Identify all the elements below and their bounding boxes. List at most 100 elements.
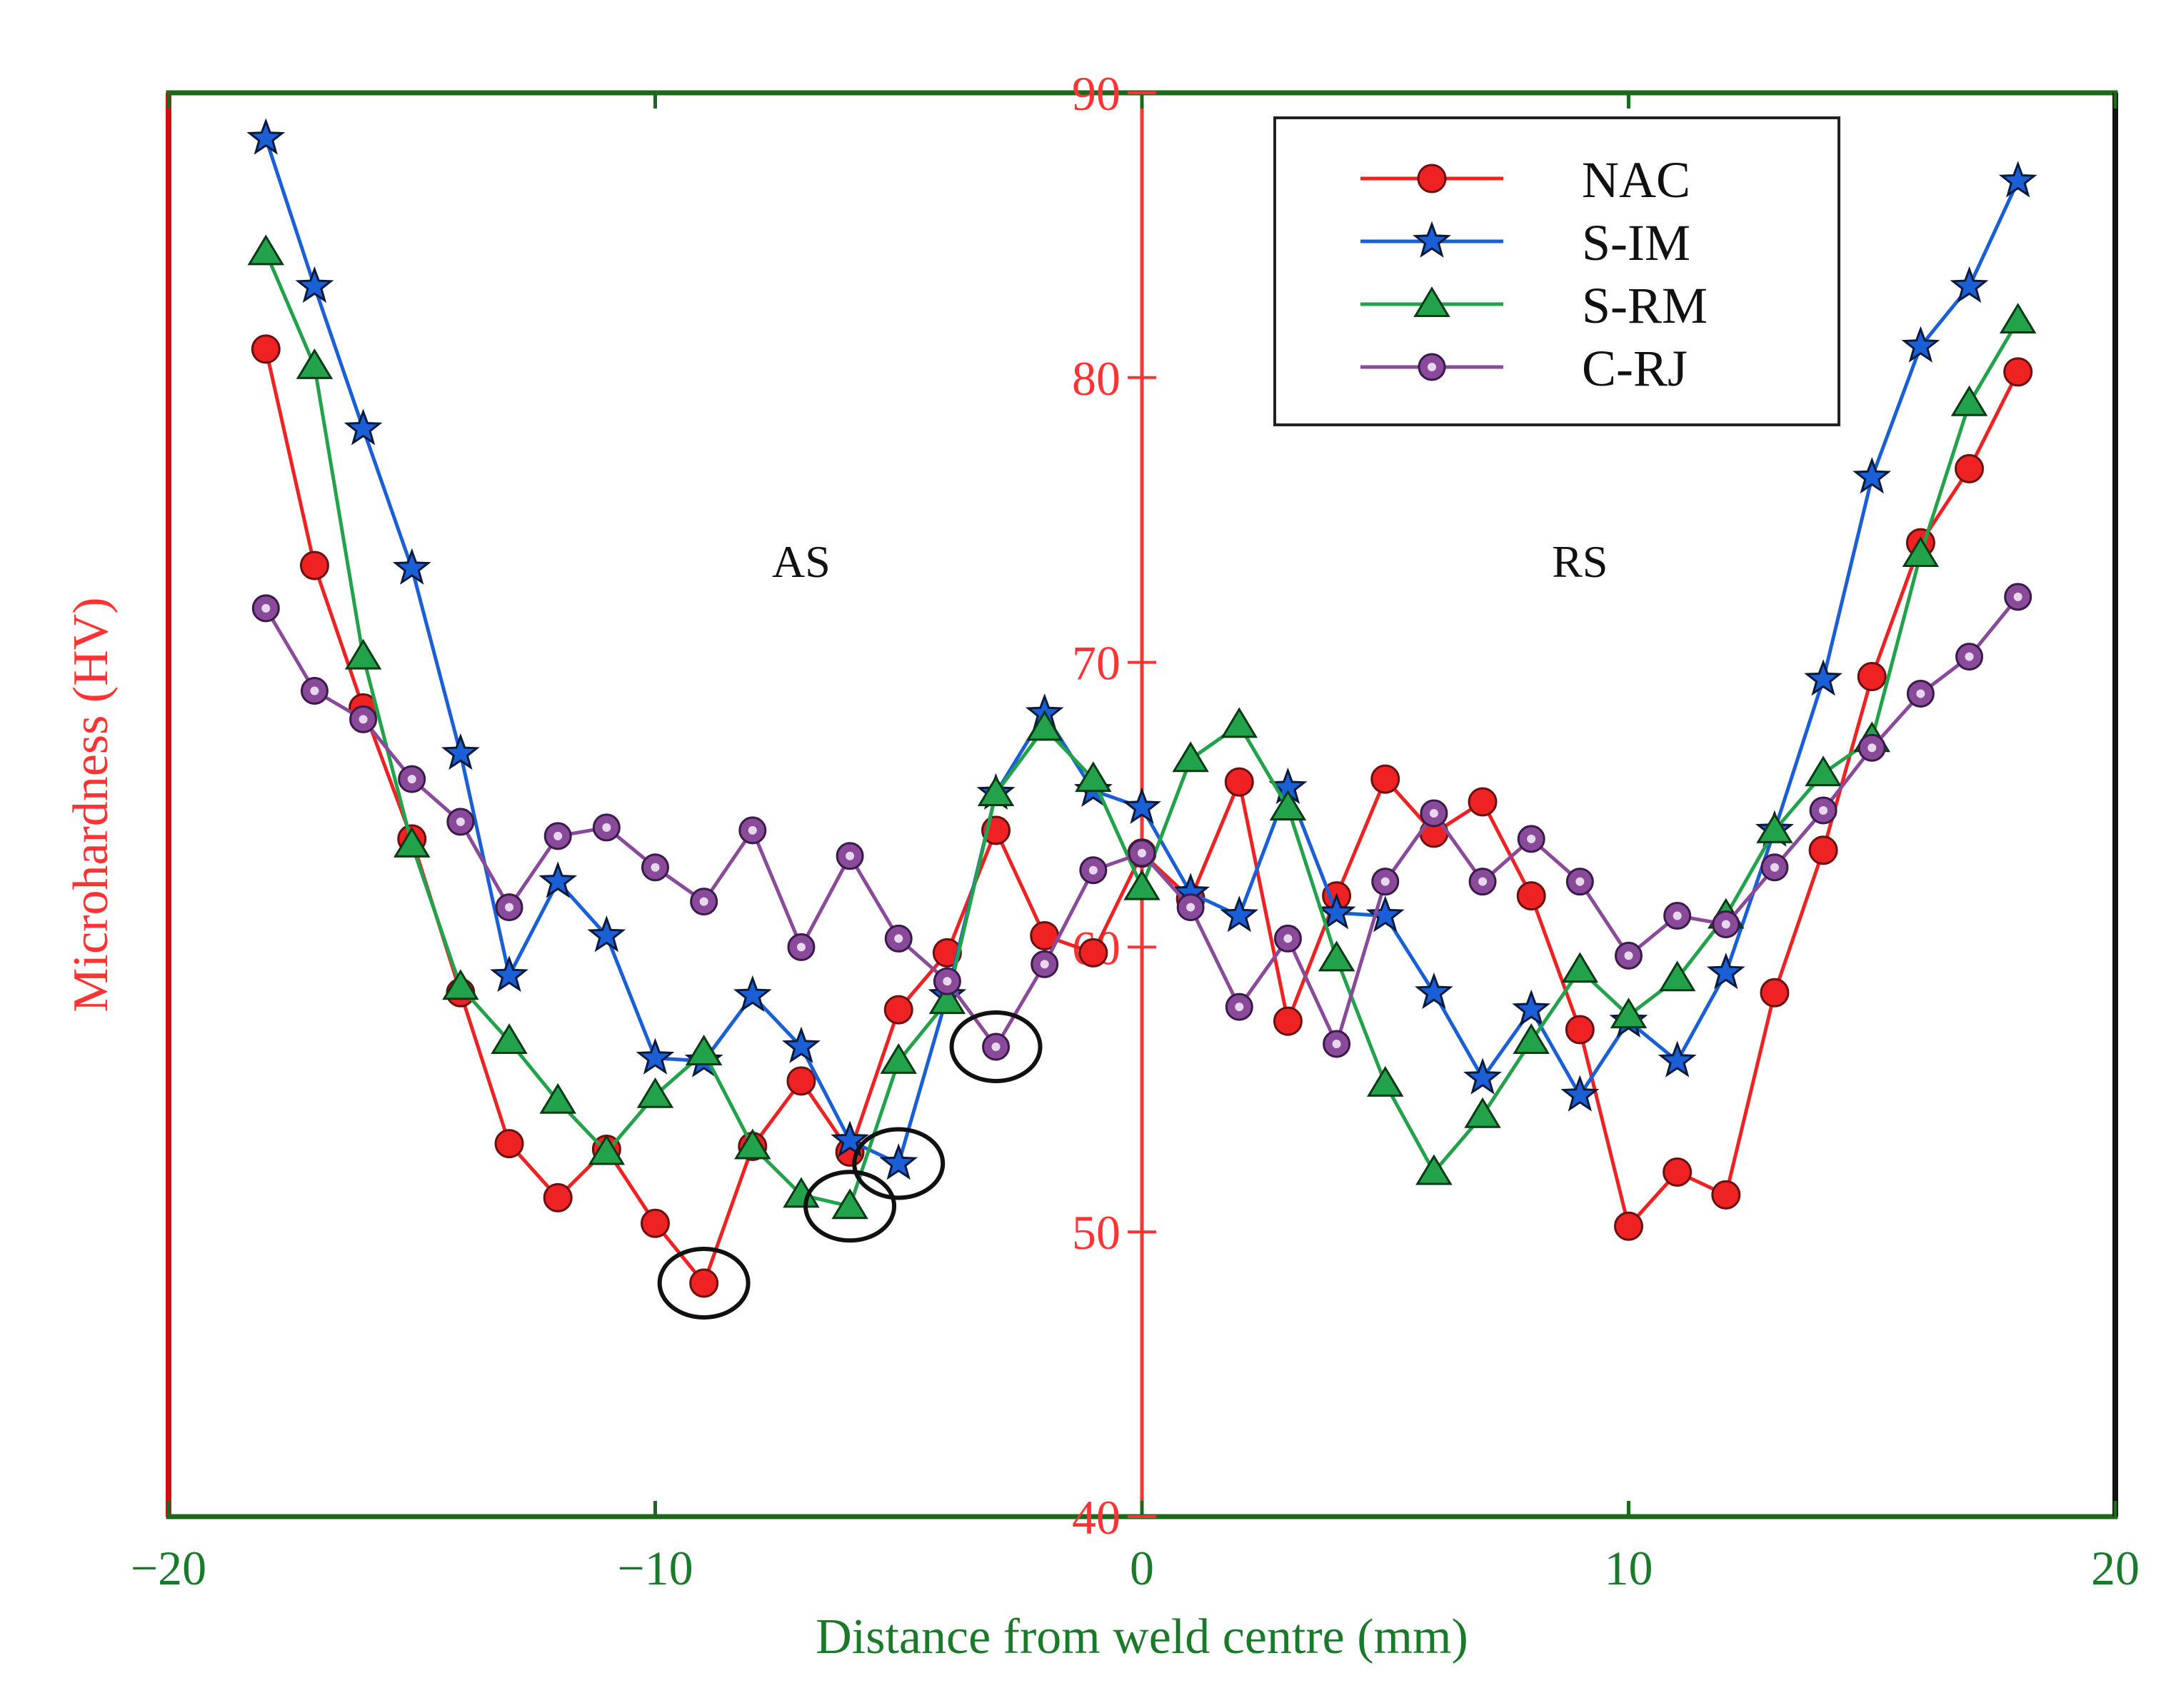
data-point-c-rj — [495, 893, 523, 922]
data-point-s-im — [1414, 972, 1453, 1010]
legend-item-c-rj: C-RJ — [1360, 340, 1688, 397]
region-labels: AS RS — [772, 536, 1608, 587]
data-point-nac — [299, 551, 329, 581]
highlight-circle — [852, 1127, 946, 1200]
y-tick-label: 90 — [1072, 66, 1120, 121]
data-point-c-rj — [1565, 868, 1594, 896]
data-point-s-im — [636, 1038, 675, 1075]
data-point-s-rm — [1318, 940, 1355, 972]
x-tick-label: 10 — [1605, 1541, 1653, 1595]
data-point-nac — [641, 1208, 670, 1238]
data-point-nac — [689, 1268, 719, 1298]
legend-marker — [1418, 353, 1446, 381]
data-point-s-im — [1658, 1040, 1697, 1077]
data-point-s-rm — [880, 1043, 917, 1074]
data-point-s-im — [538, 861, 578, 898]
data-point-s-im — [490, 955, 529, 993]
highlight-circle — [803, 1170, 897, 1243]
data-point-s-rm — [977, 775, 1015, 807]
data-point-s-rm — [393, 826, 431, 858]
region-label-rs: RS — [1552, 536, 1608, 587]
data-point-s-rm — [1999, 303, 2037, 334]
data-point-s-im — [1123, 787, 1161, 824]
data-point-c-rj — [1031, 950, 1059, 978]
x-tick-label: −20 — [131, 1541, 206, 1595]
data-point-nac — [1468, 787, 1498, 817]
data-point-s-im — [879, 1143, 918, 1180]
data-point-s-rm — [344, 638, 382, 670]
data-point-s-im — [1317, 893, 1356, 930]
data-point-c-rj — [836, 842, 864, 870]
data-point-nac — [494, 1129, 524, 1159]
legend-label: S-RM — [1582, 277, 1708, 334]
data-point-c-rj — [1420, 799, 1448, 828]
data-point-s-im — [1706, 952, 1745, 990]
data-point-nac — [786, 1066, 816, 1096]
data-point-nac — [1565, 1015, 1595, 1045]
x-tick-label: 0 — [1130, 1541, 1154, 1595]
data-point-c-rj — [1225, 993, 1253, 1021]
y-tick-label: 70 — [1072, 636, 1120, 690]
data-point-nac — [883, 995, 913, 1025]
legend-marker — [1413, 286, 1450, 317]
data-point-c-rj — [1663, 902, 1692, 930]
data-point-c-rj — [1906, 679, 1935, 708]
data-point-s-im — [1512, 989, 1551, 1027]
data-point-c-rj — [982, 1033, 1011, 1061]
data-point-s-im — [1220, 895, 1259, 933]
y-tick-label: 80 — [1072, 351, 1120, 406]
data-point-c-rj — [1079, 856, 1108, 885]
data-point-c-rj — [1371, 868, 1400, 896]
data-point-c-rj — [398, 765, 426, 793]
legend-item-s-rm: S-RM — [1360, 277, 1708, 334]
data-point-s-im — [392, 548, 431, 585]
data-point-s-rm — [1123, 869, 1160, 900]
data-point-s-im — [295, 266, 334, 303]
data-point-s-rm — [1026, 710, 1063, 741]
data-point-s-rm — [1464, 1097, 1501, 1128]
data-point-s-im — [781, 1026, 821, 1063]
data-point-s-rm — [588, 1134, 626, 1165]
legend-marker — [1413, 221, 1451, 258]
highlight-circle — [657, 1246, 751, 1320]
data-point-s-rm — [1415, 1154, 1453, 1185]
data-point-nac — [1711, 1180, 1741, 1210]
data-point-s-rm — [296, 348, 334, 379]
data-point-c-rj — [1176, 893, 1205, 922]
data-point-nac — [1614, 1211, 1643, 1241]
data-point-s-im — [1560, 1075, 1600, 1112]
data-point-s-rm — [442, 969, 479, 1000]
data-point-s-im — [344, 408, 383, 446]
data-point-s-rm — [1561, 952, 1599, 983]
data-point-nac — [1760, 978, 1790, 1008]
data-point-s-rm — [831, 1188, 868, 1220]
data-point-nac — [2003, 357, 2033, 387]
data-point-nac — [1808, 835, 1838, 865]
data-point-nac — [1078, 938, 1108, 968]
legend-item-s-im: S-IM — [1360, 214, 1690, 271]
region-label-as: AS — [772, 536, 831, 587]
data-point-s-rm — [1658, 960, 1696, 992]
data-point-s-im — [831, 1120, 870, 1157]
data-point-s-rm — [1269, 790, 1307, 820]
series-c-rj — [251, 583, 2032, 1061]
data-point-s-rm — [734, 1128, 771, 1160]
data-point-c-rj — [1809, 796, 1837, 825]
legend-marker — [1417, 164, 1447, 194]
data-point-s-im — [1804, 659, 1843, 696]
legend-item-nac: NAC — [1360, 151, 1690, 209]
y-tick-label: 40 — [1072, 1490, 1120, 1544]
data-point-c-rj — [446, 808, 475, 836]
data-point-s-im — [1365, 895, 1405, 933]
data-point-nac — [543, 1182, 573, 1212]
data-point-nac — [1663, 1157, 1693, 1187]
data-point-s-rm — [685, 1035, 723, 1065]
x-tick-label: 20 — [2091, 1541, 2140, 1595]
data-point-s-im — [441, 733, 480, 770]
data-point-c-rj — [1323, 1030, 1351, 1058]
data-point-s-im — [1901, 326, 1940, 363]
data-point-nac — [1857, 662, 1887, 692]
data-point-c-rj — [690, 888, 718, 916]
data-point-s-rm — [1513, 1023, 1550, 1054]
